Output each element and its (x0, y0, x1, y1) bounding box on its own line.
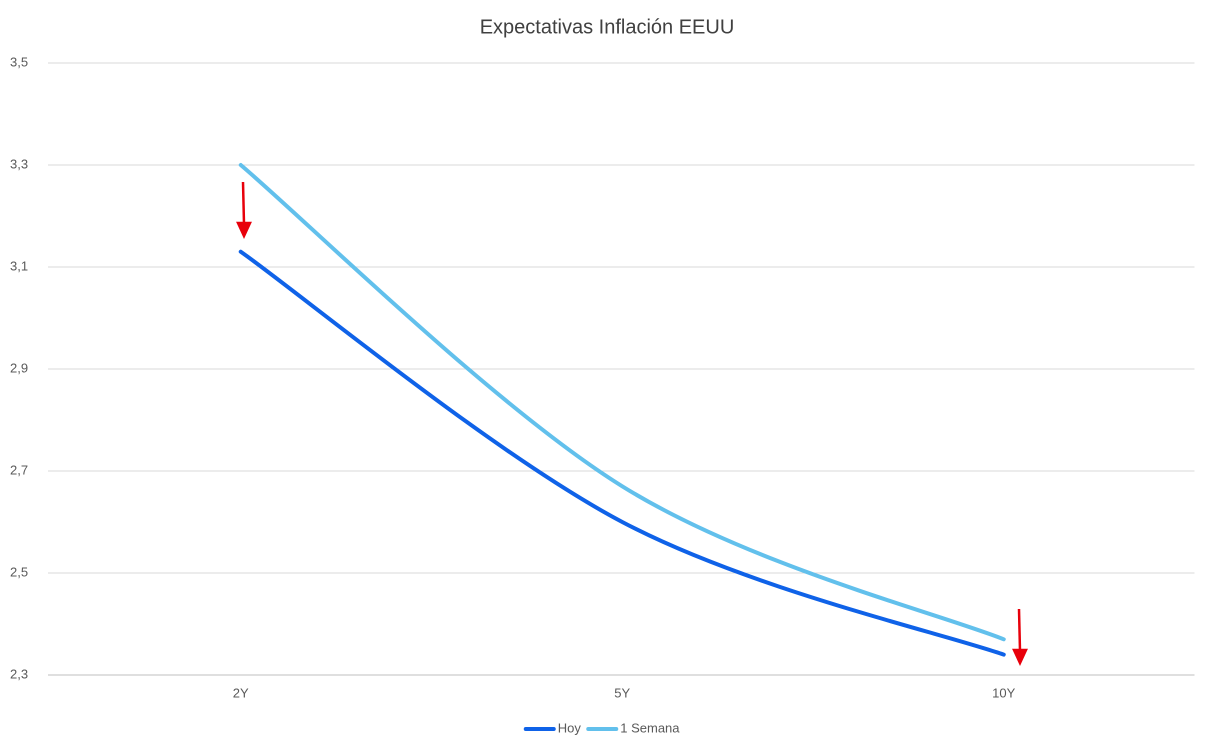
x-tick-label: 10Y (992, 685, 1015, 700)
arrow-line (241, 181, 246, 225)
x-tick-label: 2Y (233, 685, 249, 700)
arrow-head (1012, 648, 1028, 666)
y-tick-label: 2,5 (10, 564, 28, 579)
chart-title: Expectativas Inflación EEUU (480, 16, 735, 38)
annotation-arrows (236, 181, 1028, 666)
y-tick-label: 2,7 (10, 462, 28, 477)
legend-label: 1 Semana (620, 720, 680, 735)
arrow-head (236, 221, 252, 239)
line-series (238, 163, 1006, 642)
y-tick-label: 3,1 (10, 258, 28, 273)
legend-label: Hoy (558, 720, 582, 735)
x-tick-label: 5Y (614, 685, 630, 700)
y-tick-label: 2,3 (10, 666, 28, 681)
y-tick-label: 3,3 (10, 156, 28, 171)
arrow-line (1017, 608, 1022, 652)
y-tick-label: 2,9 (10, 360, 28, 375)
y-tick-label: 3,5 (10, 54, 28, 69)
line-series (238, 249, 1006, 657)
